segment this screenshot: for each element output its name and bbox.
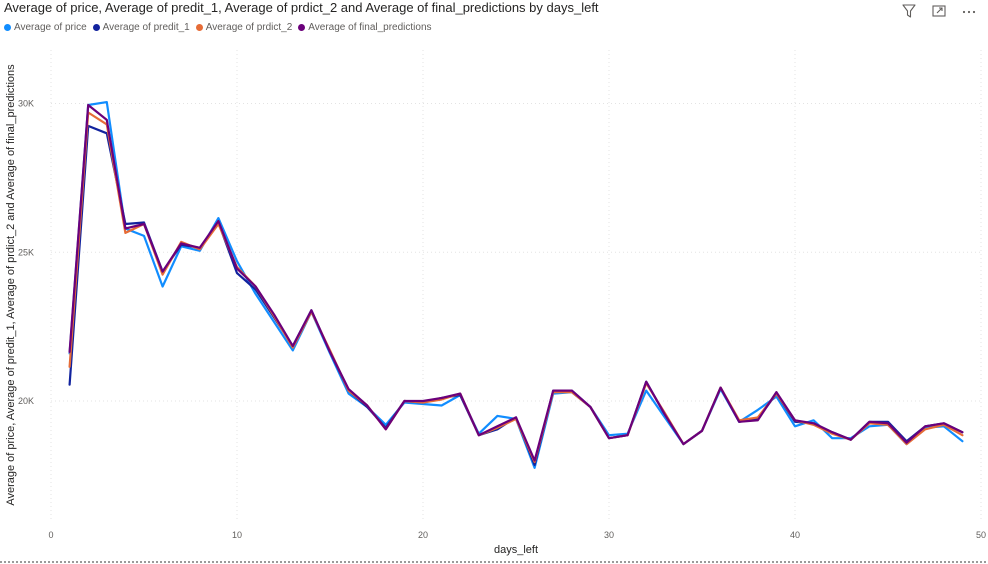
legend-label: Average of price [14,22,87,33]
legend-item[interactable]: Average of price [4,22,87,33]
y-tick-label: 20K [18,396,34,406]
x-tick-label: 50 [976,530,986,540]
x-axis-title: days_left [494,544,538,556]
series-line [68,100,964,469]
x-tick-label: 20 [418,530,428,540]
y-axis-title: Average of price, Average of predit_1, A… [5,64,17,506]
chart-legend: Average of price Average of predit_1 Avera… [4,22,432,33]
series-line [68,103,964,462]
series-line [68,124,964,467]
legend-item[interactable]: Average of predit_1 [92,22,190,33]
legend-marker [92,24,100,31]
legend-label: Average of final_predictions [308,22,432,33]
filter-icon[interactable] [900,2,918,20]
x-tick-label: 30 [604,530,614,540]
focus-mode-icon[interactable] [930,2,948,20]
y-tick-label: 30K [18,99,34,109]
x-tick-label: 10 [232,530,242,540]
legend-marker [4,24,11,31]
more-options-icon[interactable] [960,2,978,20]
legend-marker [298,24,306,31]
x-tick-label: 0 [48,530,53,540]
visual-header-icons [900,2,978,20]
legend-item[interactable]: Average of prdict_2 [195,22,293,33]
legend-marker [195,24,203,31]
chart-title: Average of price, Average of predit_1, A… [4,0,599,15]
legend-label: Average of predit_1 [102,22,190,33]
series-line [68,111,964,464]
legend-label: Average of prdict_2 [205,22,293,33]
y-tick-label: 25K [18,247,34,257]
x-tick-label: 40 [790,530,800,540]
legend-item[interactable]: Average of final_predictions [298,22,432,33]
